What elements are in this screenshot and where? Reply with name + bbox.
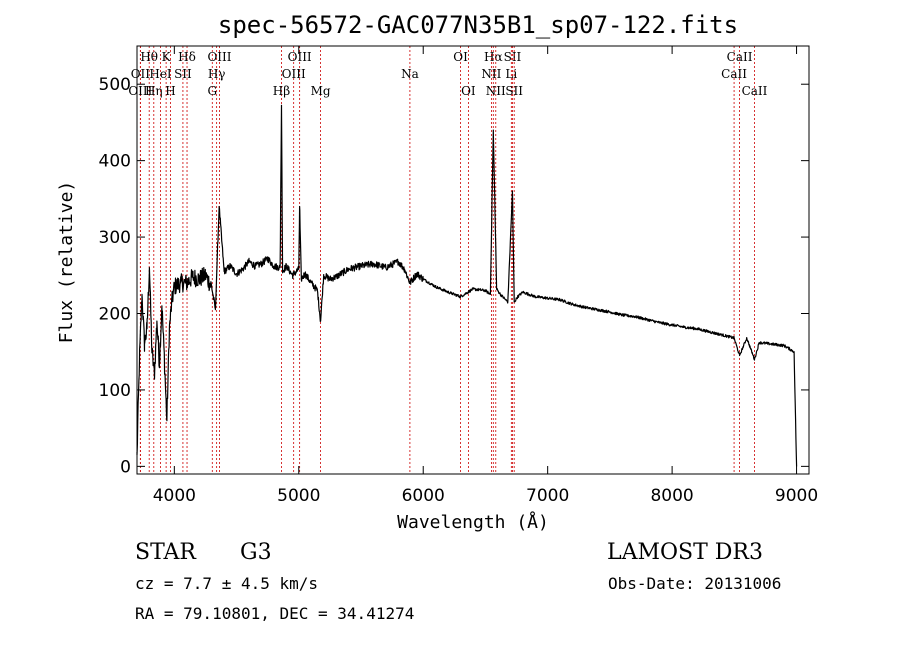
marker-label-8: Hδ	[178, 50, 196, 64]
marker-label-14: OIII	[282, 67, 306, 81]
marker-label-12: Hβ	[273, 84, 290, 98]
observation-date: Obs-Date: 20131006	[608, 574, 782, 593]
marker-label-25: CaII	[727, 50, 753, 64]
y-tick-label-5: 500	[99, 75, 131, 95]
y-tick-label-0: 0	[120, 457, 131, 477]
marker-label-22: SII	[504, 50, 522, 64]
marker-label-3: Hη	[145, 84, 163, 98]
marker-label-27: CaII	[742, 84, 768, 98]
object-class: STAR	[135, 540, 196, 565]
marker-label-24: SII	[505, 84, 523, 98]
marker-label-26: CaII	[721, 67, 747, 81]
marker-label-5: K	[162, 50, 172, 64]
marker-label-18: OI	[461, 84, 476, 98]
marker-label-2: OIII	[128, 84, 152, 98]
marker-label-15: Mg	[311, 84, 331, 98]
y-axis-label: Flux (relative)	[56, 181, 77, 344]
spectral-subclass: G3	[240, 540, 272, 565]
marker-label-6: SII	[174, 67, 192, 81]
x-axis-label: Wavelength (Å)	[397, 511, 549, 533]
spectrum-line	[136, 104, 798, 467]
marker-label-13: OIII	[288, 50, 312, 64]
survey-name: LAMOST DR3	[607, 540, 763, 565]
y-tick-label-4: 400	[99, 152, 131, 172]
x-tick-label-4: 8000	[650, 486, 693, 506]
marker-label-7: H	[165, 84, 175, 98]
x-tick-label-1: 5000	[277, 486, 320, 506]
marker-label-10: Hγ	[208, 67, 226, 81]
marker-label-17: OI	[453, 50, 468, 64]
y-tick-label-2: 200	[99, 305, 131, 325]
y-tick-label-3: 300	[99, 228, 131, 248]
marker-label-21: NII	[486, 84, 506, 98]
marker-label-16: Na	[401, 67, 419, 81]
plot-frame	[136, 45, 810, 475]
marker-label-20: NII	[481, 67, 501, 81]
x-tick-label-3: 7000	[526, 486, 569, 506]
marker-label-19: Hα	[484, 50, 503, 64]
y-tick-label-1: 100	[99, 381, 131, 401]
marker-label-23: Li	[505, 67, 517, 81]
marker-label-0: Hθ	[140, 50, 158, 64]
chart-title: spec-56572-GAC077N35B1_sp07-122.fits	[218, 11, 738, 39]
axis-ticks: 4000 5000 6000 7000 8000 9000 0 100 200 300 400 500	[99, 46, 818, 506]
marker-label-9: OIII	[207, 50, 231, 64]
x-tick-label-5: 9000	[775, 486, 818, 506]
marker-label-4: HeI	[149, 67, 172, 81]
marker-label-11: G	[207, 84, 217, 98]
redshift-readout: cz = 7.7 ± 4.5 km/s	[135, 574, 319, 593]
x-tick-label-2: 6000	[402, 486, 445, 506]
x-tick-label-0: 4000	[153, 486, 196, 506]
coordinates: RA = 79.10801, DEC = 34.41274	[135, 604, 415, 623]
